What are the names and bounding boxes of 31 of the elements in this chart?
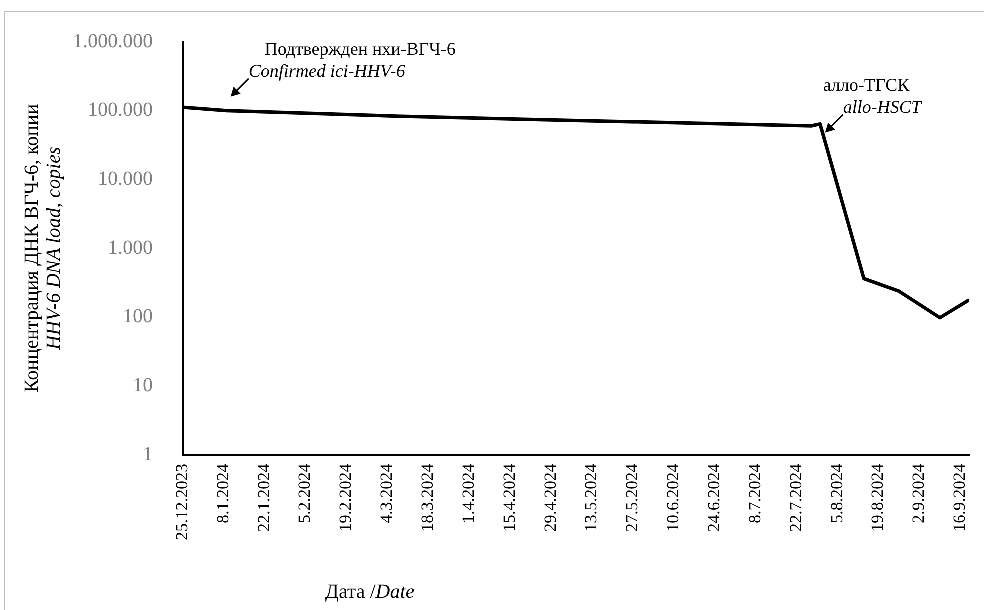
x-tick-label: 16.9.2024 <box>950 464 970 532</box>
x-tick-label: 19.2.2024 <box>336 464 356 532</box>
x-tick-label: 25.12.2023 <box>172 464 192 540</box>
x-tick-label: 8.7.2024 <box>745 464 764 524</box>
x-axis-title: Дата /Date <box>325 581 415 603</box>
x-tick-label: 22.7.2024 <box>786 464 806 532</box>
y-axis-title: Концентрация ДНК ВГЧ-6, копии HHV-6 DNA load, copies <box>21 104 65 393</box>
annotation: алло-ТГСК allo-HSCT <box>823 74 924 117</box>
x-tick-label: 15.4.2024 <box>500 464 519 532</box>
x-tick-label: 1.4.2024 <box>458 464 478 524</box>
x-tick-label: 2.9.2024 <box>909 464 928 524</box>
y-tick-label: 100 <box>123 306 153 328</box>
x-tick-label: 4.3.2024 <box>377 464 396 524</box>
y-tick-label: 100.000 <box>88 99 153 122</box>
x-tick-label: 13.5.2024 <box>582 464 601 532</box>
y-tick-label: 1.000 <box>108 236 153 259</box>
x-tick-label: 10.6.2024 <box>664 464 683 532</box>
y-tick-label: 10 <box>133 374 153 396</box>
x-tick-label: 18.3.2024 <box>418 464 438 532</box>
x-tick-label: 5.2.2024 <box>295 464 314 524</box>
x-tick-label: 8.1.2024 <box>213 464 232 524</box>
y-tick-label: 1 <box>143 443 153 466</box>
annotation: Подтвержден нхи-ВГЧ-6 Confirmed ici-HHV-6 <box>248 38 456 81</box>
x-tick-label: 27.5.2024 <box>622 464 642 532</box>
x-tick-label: 22.1.2024 <box>254 464 274 532</box>
x-tick-label: 19.8.2024 <box>868 464 888 532</box>
y-tick-label: 1.000.000 <box>73 30 153 52</box>
y-tick-label: 10.000 <box>98 168 153 190</box>
x-tick-label: 24.6.2024 <box>704 464 724 532</box>
x-tick-label: 5.8.2024 <box>827 464 846 524</box>
x-tick-label: 29.4.2024 <box>540 464 560 532</box>
